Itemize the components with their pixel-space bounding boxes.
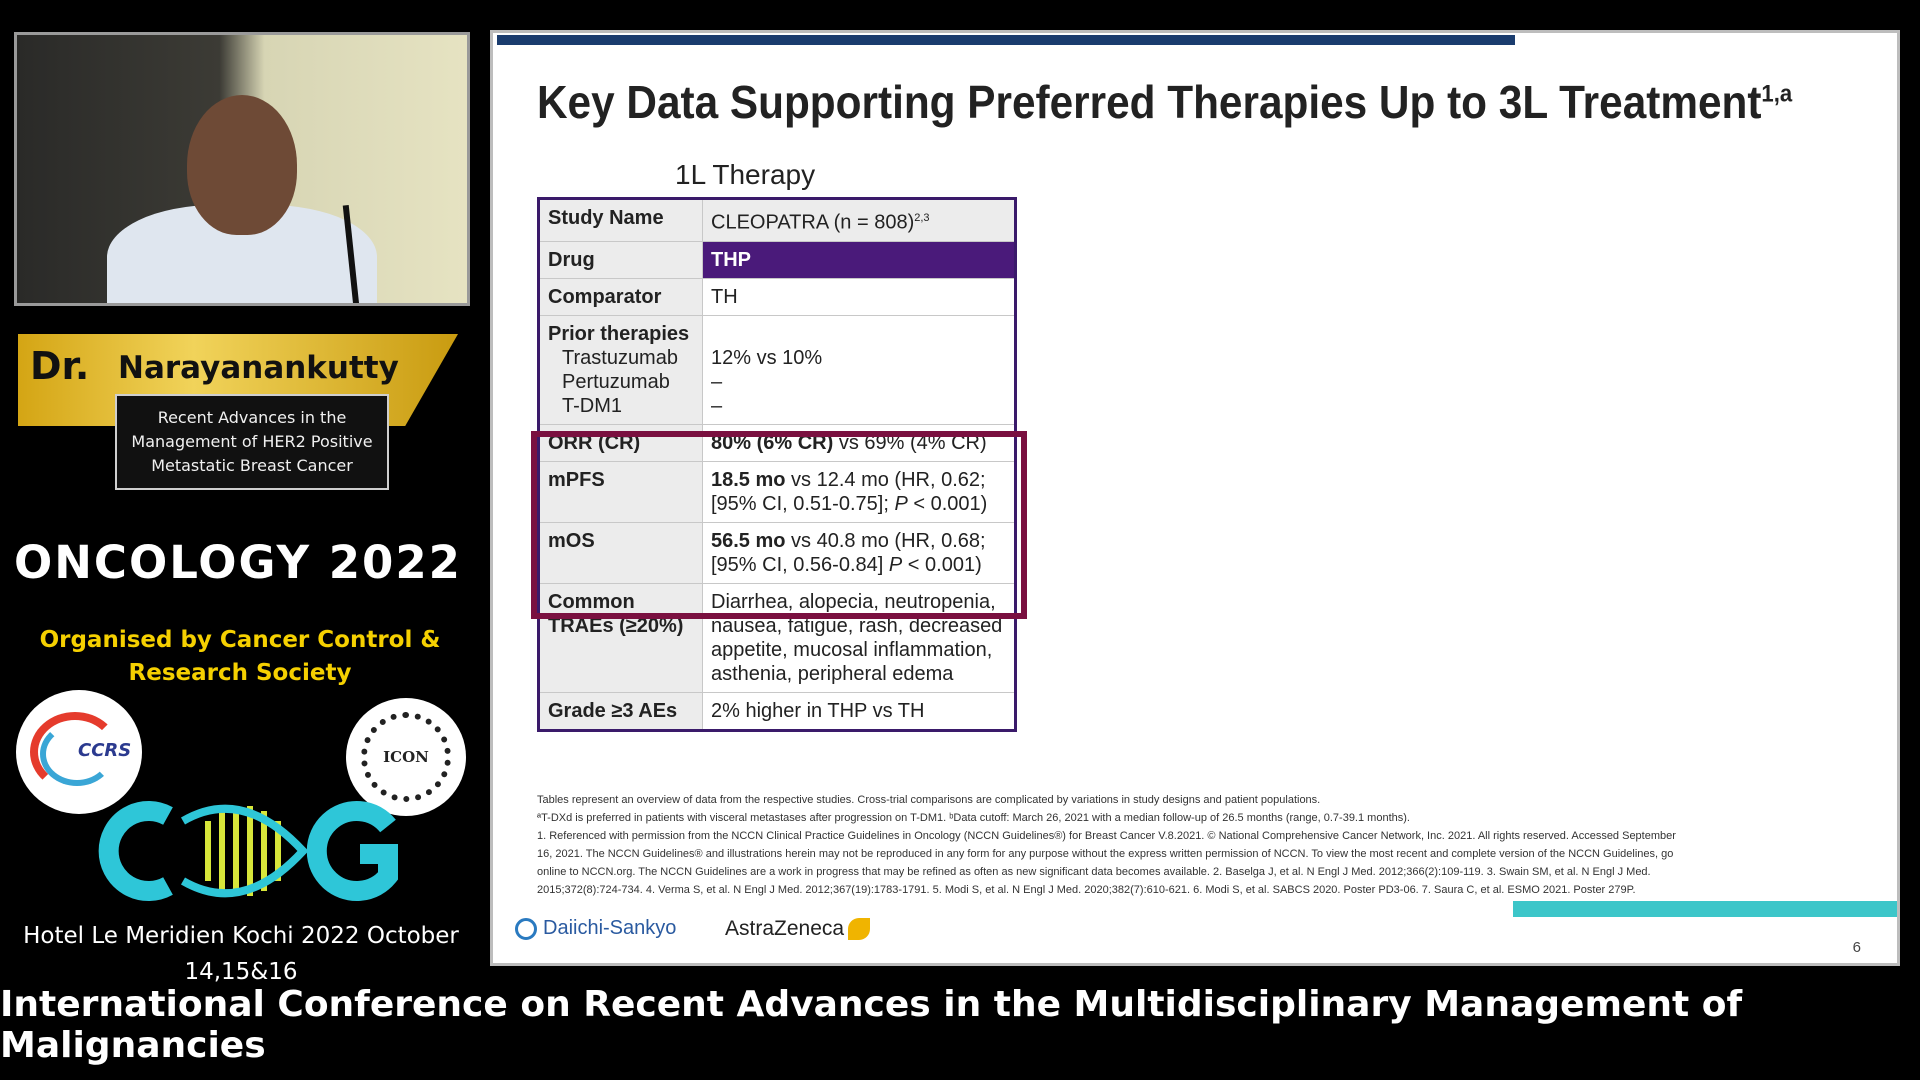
conference-ticker: International Conference on Recent Advan… bbox=[0, 984, 1743, 1066]
row-label: Grade ≥3 AEs bbox=[540, 692, 702, 729]
mos-rest: vs 40.8 mo (HR, 0.68; [95% CI, 0.56-0.84… bbox=[711, 529, 986, 576]
row-value: 12% vs 10% – – bbox=[702, 315, 1014, 424]
study-name: CLEOPATRA (n = 808) bbox=[711, 211, 915, 234]
daiichi-logo-text: Daiichi-Sankyo bbox=[543, 917, 677, 939]
event-title: ONCOLOGY 2022 bbox=[14, 536, 462, 589]
icon-logo-text: ICON bbox=[383, 748, 429, 766]
astrazeneca-logo-text: AstraZeneca bbox=[725, 917, 845, 940]
cmg-letter-g bbox=[306, 801, 398, 901]
slide-title-sup: 1,a bbox=[1761, 80, 1793, 108]
row-label: mOS bbox=[540, 522, 702, 583]
row-label: Common TRAEs (≥20%) bbox=[540, 583, 702, 692]
slide-top-bar bbox=[497, 35, 1515, 45]
astrazeneca-mark-icon bbox=[848, 918, 871, 940]
row-value: 2% higher in THP vs TH bbox=[702, 692, 1014, 729]
row-label: Drug bbox=[540, 241, 702, 278]
footnote-line: 1. Referenced with permission from the N… bbox=[537, 830, 1676, 842]
venue-text: Hotel Le Meridien Kochi 2022 October 14,… bbox=[23, 923, 459, 985]
speaker-panel: Dr. Narayanankutty Recent Advances in th… bbox=[0, 0, 480, 1000]
speaker-video bbox=[14, 32, 470, 306]
icon-logo: ICON bbox=[346, 698, 466, 816]
ccrs-arc-blue bbox=[40, 722, 114, 786]
astrazeneca-logo: AstraZeneca bbox=[725, 917, 871, 941]
icon-logo-ring: ICON bbox=[361, 712, 451, 802]
organiser-text: Organised by Cancer Control & Research S… bbox=[39, 627, 441, 686]
study-sup: 2,3 bbox=[914, 212, 930, 224]
row-value: TH bbox=[702, 278, 1014, 315]
row-label: Comparator bbox=[540, 278, 702, 315]
table-row-drug: Drug THP bbox=[540, 241, 1014, 279]
prior-value: 12% vs 10% bbox=[711, 346, 823, 369]
prior-item: T-DM1 bbox=[562, 394, 622, 417]
ccrs-logo: CCRS bbox=[16, 690, 142, 814]
row-label: ORR (CR) bbox=[540, 424, 702, 461]
mos-p: P bbox=[888, 553, 903, 576]
mpfs-rest: vs 12.4 mo (HR, 0.62; [95% CI, 0.51-0.75… bbox=[711, 468, 986, 515]
table-row-prior-therapies: Prior therapies Trastuzumab Pertuzumab T… bbox=[540, 315, 1014, 425]
daiichi-mark-icon bbox=[515, 917, 537, 940]
speaker-prefix: Dr. bbox=[30, 344, 90, 388]
daiichi-sankyo-logo: Daiichi-Sankyo bbox=[515, 917, 676, 940]
table-row-orr: ORR (CR) 80% (6% CR) vs 69% (4% CR) bbox=[540, 424, 1014, 462]
row-value: THP bbox=[702, 241, 1014, 278]
orr-bold: 80% (6% CR) bbox=[711, 431, 834, 454]
speaker-head bbox=[187, 95, 297, 235]
prior-value: – bbox=[711, 370, 723, 393]
cmg-letter-c bbox=[98, 801, 173, 901]
cmg-helix-strand bbox=[180, 804, 309, 898]
orr-rest: vs 69% (4% CR) bbox=[833, 431, 987, 454]
mpfs-p: P bbox=[894, 492, 908, 515]
slide-title-text: Key Data Supporting Preferred Therapies … bbox=[537, 76, 1762, 128]
row-label: mPFS bbox=[540, 461, 702, 522]
prior-item: Trastuzumab bbox=[562, 346, 678, 369]
prior-value: – bbox=[711, 394, 723, 417]
presentation-slide: Key Data Supporting Preferred Therapies … bbox=[490, 30, 1900, 966]
row-label: Study Name bbox=[540, 200, 702, 241]
table-row-mpfs: mPFS 18.5 mo vs 12.4 mo (HR, 0.62; [95% … bbox=[540, 461, 1014, 523]
footnote-line: Tables represent an overview of data fro… bbox=[537, 794, 1321, 806]
table-row-grade3: Grade ≥3 AEs 2% higher in THP vs TH bbox=[540, 692, 1014, 729]
table-row-comparator: Comparator TH bbox=[540, 278, 1014, 316]
row-label: Prior therapies Trastuzumab Pertuzumab T… bbox=[540, 315, 702, 424]
table-row-study: Study Name CLEOPATRA (n = 808)2,3 bbox=[540, 200, 1014, 242]
footnote-line: 2015;372(8):724-734. 4. Verma S, et al. … bbox=[537, 884, 1636, 896]
therapy-table: Study Name CLEOPATRA (n = 808)2,3 Drug T… bbox=[537, 197, 1017, 732]
slide-title: Key Data Supporting Preferred Therapies … bbox=[537, 75, 1792, 129]
cmg-logo bbox=[98, 801, 398, 901]
prior-item: Pertuzumab bbox=[562, 370, 670, 393]
row-value: CLEOPATRA (n = 808)2,3 bbox=[702, 200, 1014, 241]
slide-page-number: 6 bbox=[1852, 939, 1861, 956]
row-value: Diarrhea, alopecia, neutropenia, nausea,… bbox=[702, 583, 1014, 692]
footer-teal-bar bbox=[1513, 901, 1897, 917]
mpfs-bold: 18.5 mo bbox=[711, 468, 786, 491]
table-row-traes: Common TRAEs (≥20%) Diarrhea, alopecia, … bbox=[540, 583, 1014, 693]
row-value: 18.5 mo vs 12.4 mo (HR, 0.62; [95% CI, 0… bbox=[702, 461, 1014, 522]
footnote-line: ªT-DXd is preferred in patients with vis… bbox=[537, 812, 1410, 824]
mos-tail: < 0.001) bbox=[902, 553, 982, 576]
therapy-heading: 1L Therapy bbox=[675, 159, 816, 190]
footnote-line: online to NCCN.org. The NCCN Guidelines … bbox=[537, 866, 1651, 878]
ccrs-arc-red bbox=[30, 712, 120, 792]
prior-therapies-label: Prior therapies bbox=[548, 322, 690, 345]
table-row-mos: mOS 56.5 mo vs 40.8 mo (HR, 0.68; [95% C… bbox=[540, 522, 1014, 584]
row-value: 80% (6% CR) vs 69% (4% CR) bbox=[702, 424, 1014, 461]
ccrs-logo-text: CCRS bbox=[78, 740, 132, 761]
row-value: 56.5 mo vs 40.8 mo (HR, 0.68; [95% CI, 0… bbox=[702, 522, 1014, 583]
footnote-line: 16, 2021. The NCCN Guidelines® and illus… bbox=[537, 848, 1674, 860]
talk-title-box: Recent Advances in the Management of HER… bbox=[115, 394, 389, 490]
mos-bold: 56.5 mo bbox=[711, 529, 786, 552]
mpfs-tail: < 0.001) bbox=[907, 492, 988, 515]
talk-title: Recent Advances in the Management of HER… bbox=[131, 408, 373, 475]
footnotes: Tables represent an overview of data fro… bbox=[537, 791, 1877, 899]
speaker-name: Narayanankutty bbox=[118, 350, 399, 386]
